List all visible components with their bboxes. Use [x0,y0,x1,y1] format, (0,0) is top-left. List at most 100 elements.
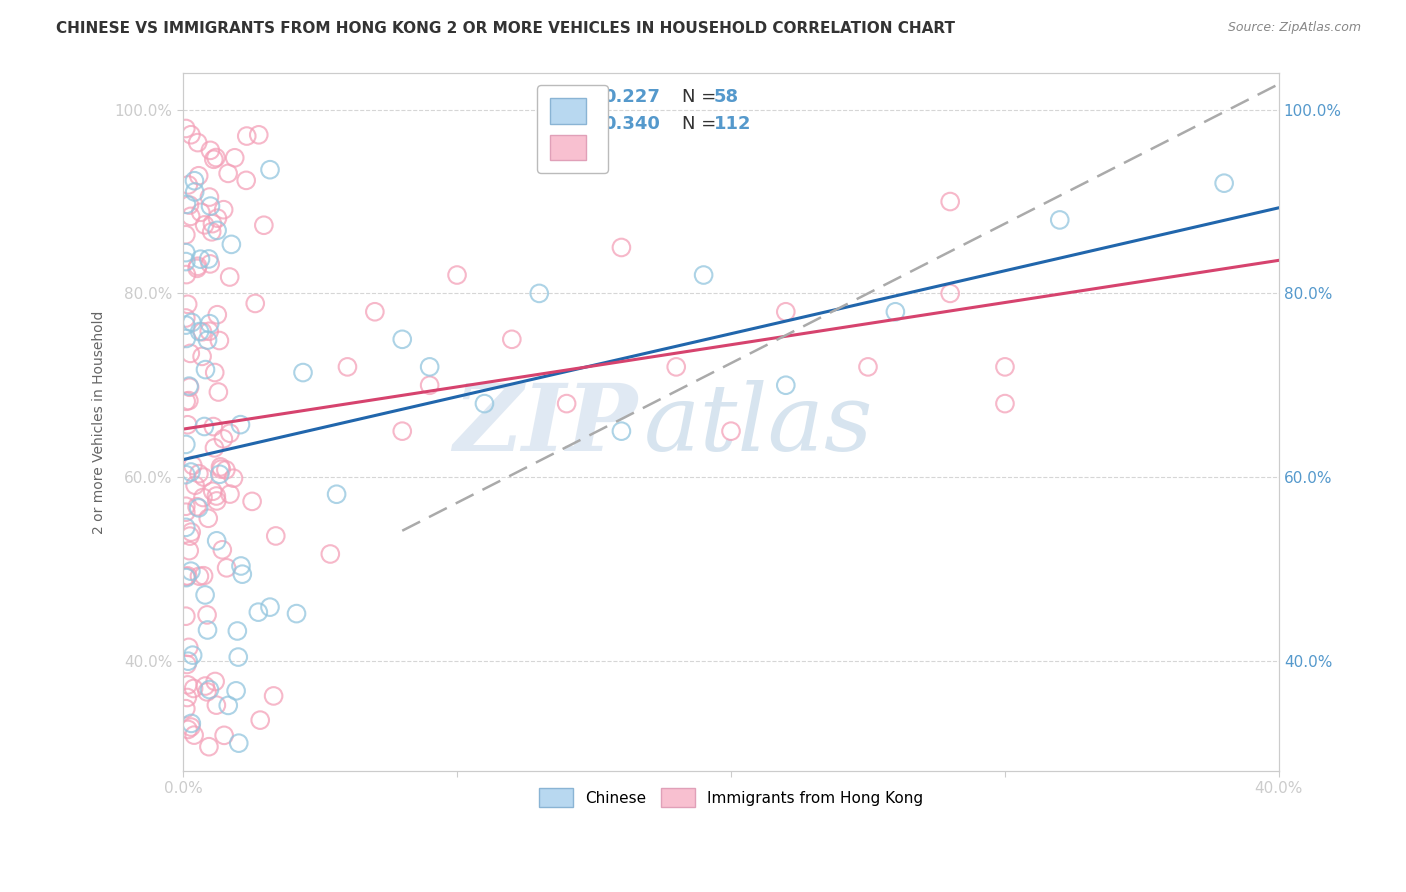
Point [212,728,235,742]
Text: Source: ZipAtlas.com: Source: ZipAtlas.com [1227,21,1361,34]
Text: 58: 58 [713,88,738,106]
Point [529,286,551,301]
Point [245,296,267,310]
Point [176,569,198,583]
Point [259,162,281,177]
Point [180,465,202,479]
Point [193,470,215,484]
Point [884,305,907,319]
Point [610,424,633,438]
Point [183,728,205,742]
Point [180,525,202,540]
Point [176,197,198,211]
Point [186,261,208,276]
Point [994,396,1017,410]
Point [183,174,205,188]
Point [194,362,217,376]
Point [184,478,207,492]
Point [187,259,209,273]
Y-axis label: 2 or more Vehicles in Household: 2 or more Vehicles in Household [93,310,107,533]
Point [207,211,229,226]
Point [198,739,221,754]
Point [215,463,238,477]
Point [247,128,270,142]
Point [610,240,633,254]
Point [188,325,211,339]
Point [194,218,217,232]
Point [201,217,224,231]
Point [236,129,259,144]
Point [176,268,198,282]
Point [229,559,252,574]
Point [190,252,212,267]
Point [198,257,221,271]
Point [174,310,197,325]
Point [229,417,252,432]
Point [391,332,413,346]
Point [179,379,201,393]
Point [197,511,219,525]
Point [994,359,1017,374]
Point [174,437,197,451]
Point [201,225,224,239]
Point [174,245,197,260]
Point [259,600,281,615]
Point [176,657,198,672]
Point [198,190,221,204]
Point [555,396,578,410]
Point [253,219,276,233]
Point [176,571,198,585]
Point [207,384,229,399]
Point [226,624,249,638]
Point [177,723,200,737]
Point [183,681,205,696]
Point [501,332,523,346]
Text: R =: R = [569,88,607,106]
Text: ZIP: ZIP [454,381,638,470]
Point [225,683,247,698]
Point [665,359,688,374]
Point [201,484,224,499]
Point [174,701,197,715]
Point [174,318,197,332]
Point [177,393,200,408]
Point [209,462,232,476]
Point [285,607,308,621]
Point [204,366,226,380]
Point [228,736,250,750]
Point [939,286,962,301]
Point [176,417,198,432]
Point [856,359,879,374]
Point [209,459,232,474]
Point [240,494,263,508]
Point [208,334,231,348]
Point [174,467,197,482]
Point [177,640,200,655]
Point [193,419,215,434]
Point [190,205,212,219]
Point [264,529,287,543]
Point [205,151,228,165]
Point [179,380,201,394]
Point [176,690,198,705]
Point [319,547,342,561]
Point [221,237,243,252]
Point [692,268,714,282]
Point [200,199,222,213]
Point [194,679,217,693]
Text: 0.227: 0.227 [603,88,659,106]
Point [212,202,235,217]
Point [191,491,214,505]
Point [174,520,197,534]
Point [174,394,197,409]
Point [446,268,468,282]
Point [325,487,347,501]
Point [224,151,246,165]
Legend: Chinese, Immigrants from Hong Kong: Chinese, Immigrants from Hong Kong [533,781,929,814]
Point [194,588,217,602]
Point [187,467,209,481]
Point [198,324,221,338]
Point [191,350,214,364]
Point [292,366,315,380]
Point [391,424,413,438]
